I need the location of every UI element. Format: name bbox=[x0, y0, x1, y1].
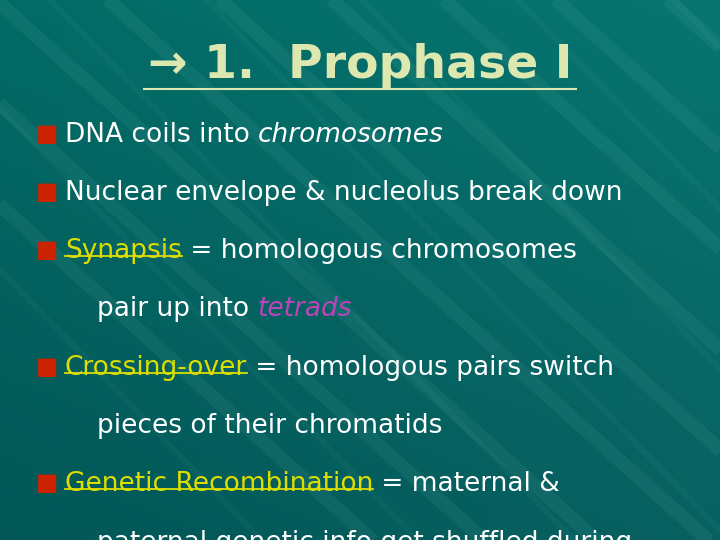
Text: ■: ■ bbox=[36, 180, 58, 204]
Text: Crossing-over: Crossing-over bbox=[65, 355, 247, 381]
Text: = homologous pairs switch: = homologous pairs switch bbox=[247, 355, 614, 381]
Text: ■: ■ bbox=[36, 122, 58, 145]
Text: pair up into: pair up into bbox=[97, 296, 258, 322]
Text: Genetic Recombination: Genetic Recombination bbox=[65, 471, 373, 497]
Text: = homologous chromosomes: = homologous chromosomes bbox=[181, 238, 577, 264]
Text: DNA coils into: DNA coils into bbox=[65, 122, 258, 147]
Text: = maternal &: = maternal & bbox=[373, 471, 560, 497]
Text: ■: ■ bbox=[36, 355, 58, 379]
Text: chromosomes: chromosomes bbox=[258, 122, 444, 147]
Text: ■: ■ bbox=[36, 238, 58, 262]
Text: ■: ■ bbox=[36, 471, 58, 495]
Text: Synapsis: Synapsis bbox=[65, 238, 181, 264]
Text: pieces of their chromatids: pieces of their chromatids bbox=[97, 413, 443, 439]
Text: Nuclear envelope & nucleolus break down: Nuclear envelope & nucleolus break down bbox=[65, 180, 622, 206]
Text: paternal genetic info get shuffled during: paternal genetic info get shuffled durin… bbox=[97, 530, 632, 540]
Text: tetrads: tetrads bbox=[258, 296, 352, 322]
Text: → 1.  Prophase I: → 1. Prophase I bbox=[148, 43, 572, 88]
